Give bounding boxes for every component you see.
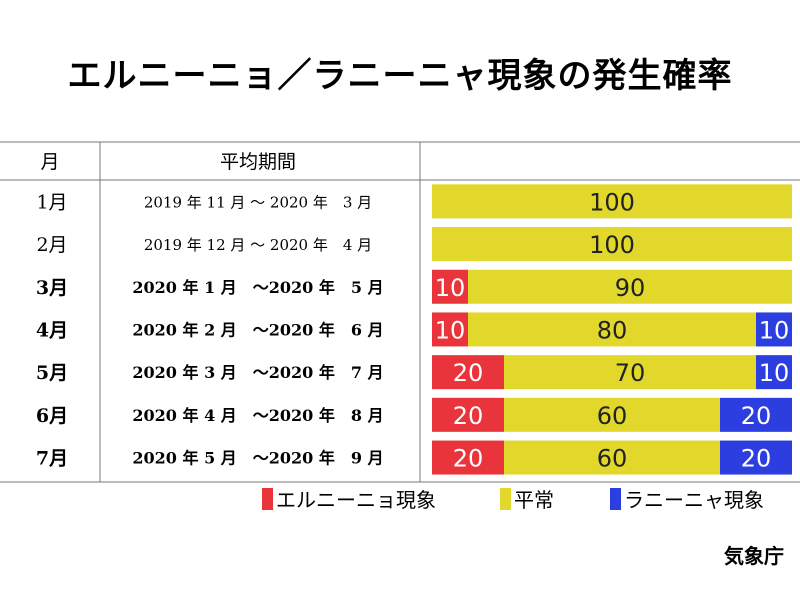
- bar-value-label: 20: [453, 445, 484, 473]
- bar-value-label: 60: [597, 402, 628, 430]
- bar-value-label: 20: [741, 402, 772, 430]
- bar-segment: [504, 440, 720, 475]
- bar-segment: [432, 355, 504, 390]
- bar-segment: [432, 184, 792, 219]
- legend-swatch: [500, 488, 511, 510]
- row-period-label: 2020 年 5 月 〜2020 年 9 月: [132, 449, 383, 468]
- bar-value-label: 100: [589, 188, 635, 216]
- bar-segment: [720, 397, 792, 432]
- bar-segment: [504, 397, 720, 432]
- bar-segment: [756, 312, 792, 347]
- bar-segment: [432, 227, 792, 262]
- bar-value-label: 80: [597, 316, 628, 344]
- bar-value-label: 10: [759, 316, 790, 344]
- bar-segment: [756, 355, 792, 390]
- bar-segment: [468, 269, 792, 304]
- bar-segment: [432, 269, 468, 304]
- legend-swatch: [610, 488, 621, 510]
- row-month-label: 2月: [36, 234, 67, 256]
- column-header-period: 平均期間: [220, 151, 296, 173]
- legend-swatch: [262, 488, 273, 510]
- legend-label: ラニーニャ現象: [624, 488, 764, 512]
- row-period-label: 2020 年 4 月 〜2020 年 8 月: [132, 406, 383, 425]
- bar-value-label: 60: [597, 445, 628, 473]
- bar-value-label: 70: [615, 359, 646, 387]
- row-month-label: 3月: [36, 277, 68, 299]
- row-period-label: 2020 年 2 月 〜2020 年 6 月: [132, 320, 383, 339]
- row-month-label: 6月: [36, 405, 68, 427]
- bar-value-label: 90: [615, 274, 646, 302]
- source-label: 気象庁: [724, 544, 784, 568]
- bar-value-label: 10: [435, 274, 466, 302]
- bar-value-label: 10: [759, 359, 790, 387]
- bar-segment: [432, 440, 504, 475]
- row-period-label: 2020 年 3 月 〜2020 年 7 月: [132, 363, 383, 382]
- row-period-label: 2020 年 1 月 〜2020 年 5 月: [132, 278, 383, 297]
- bar-value-label: 10: [435, 316, 466, 344]
- chart-title: エルニーニョ／ラニーニャ現象の発生確率: [67, 56, 733, 96]
- bar-segment: [720, 440, 792, 475]
- row-month-label: 5月: [36, 362, 68, 384]
- legend-label: 平常: [514, 488, 554, 512]
- bar-value-label: 20: [741, 445, 772, 473]
- row-period-label: 2019 年 12 月 〜 2020 年 4 月: [144, 236, 372, 254]
- bar-segment: [504, 355, 756, 390]
- bar-segment: [468, 312, 756, 347]
- row-month-label: 1月: [36, 191, 67, 213]
- row-period-label: 2019 年 11 月 〜 2020 年 3 月: [144, 193, 372, 211]
- bar-value-label: 100: [589, 231, 635, 259]
- column-header-month: 月: [40, 151, 59, 173]
- bar-value-label: 20: [453, 402, 484, 430]
- legend-label: エルニーニョ現象: [276, 488, 436, 512]
- bar-segment: [432, 312, 468, 347]
- row-month-label: 7月: [36, 448, 68, 470]
- row-month-label: 4月: [36, 319, 68, 341]
- bar-segment: [432, 397, 504, 432]
- bar-value-label: 20: [453, 359, 484, 387]
